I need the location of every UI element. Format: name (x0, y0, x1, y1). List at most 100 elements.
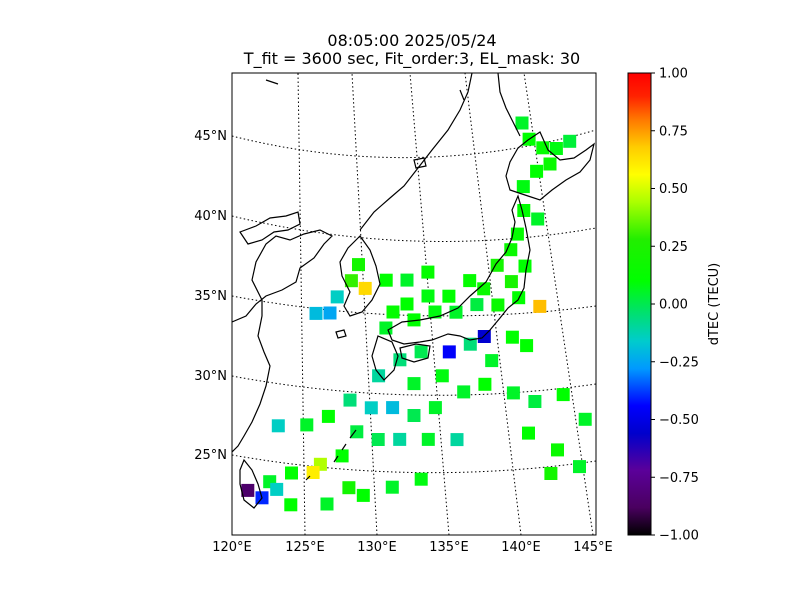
x-tick-130: 130°E (357, 540, 397, 555)
graticule-lat-40 (232, 215, 596, 242)
dtec-cell (358, 281, 372, 295)
dtec-cell (385, 480, 399, 494)
dtec-cell (379, 273, 393, 287)
y-tick-25: 25°N (194, 448, 227, 463)
x-tick-125: 125°E (285, 540, 325, 555)
dtec-cell (330, 290, 344, 304)
dtec-cell (428, 305, 442, 319)
dtec-cell (551, 443, 564, 457)
colorbar-tick-label: 0.00 (659, 298, 688, 313)
dtec-cell (543, 157, 557, 171)
map-frame (231, 72, 597, 536)
y-tick-40: 40°N (194, 209, 227, 224)
dtec-cell (372, 369, 386, 383)
colorbar-label: dTEC (TECU) (707, 263, 722, 346)
dtec-cell (520, 339, 534, 353)
dtec-cell (352, 258, 365, 272)
x-tick-145: 145°E (573, 540, 613, 555)
dtec-cell (371, 433, 385, 446)
colorbar-tick-label: −1.00 (659, 529, 699, 544)
dtec-cell (463, 337, 477, 351)
dtec-cells (241, 116, 592, 512)
graticule-lon-135 (409, 73, 450, 535)
coastline-liaodong (239, 211, 301, 245)
dtec-cell (400, 297, 414, 311)
dtec-cell (407, 377, 421, 391)
chart-subtitle: T_fit = 3600 sec, Fit_order:3, EL_mask: … (243, 49, 580, 69)
dtec-cell (528, 395, 542, 408)
coastlines (232, 73, 595, 509)
dtec-cell (504, 275, 518, 289)
dtec-cell (442, 289, 456, 303)
graticule-lat-30 (232, 375, 596, 396)
dtec-cell (414, 472, 428, 486)
dtec-cell (435, 369, 449, 383)
graticule-lon-125 (297, 73, 306, 535)
dtec-cell (285, 466, 298, 480)
dtec-cell (421, 265, 435, 279)
dtec-cell (393, 353, 407, 367)
graticule-lon-145 (523, 73, 594, 535)
colorbar: 1.00 0.75 0.50 0.25 0.00 −0.25 −0.50 −0.75 −1.00… (627, 67, 722, 544)
dtec-cell (306, 466, 320, 479)
dtec-cell (300, 418, 314, 432)
y-tick-30: 30°N (194, 369, 227, 384)
dtec-cell (504, 243, 518, 257)
dtec-cell (421, 289, 435, 303)
colorbar-tick-label: −0.75 (659, 471, 699, 486)
dtec-cell (556, 388, 570, 402)
coastline-kyushu (371, 335, 399, 381)
dtec-cell (321, 409, 335, 423)
dtec-cell (549, 142, 563, 155)
dtec-cell (478, 377, 492, 391)
dtec-cell (364, 401, 378, 415)
dtec-cell (386, 401, 400, 415)
dtec-cell (530, 164, 544, 178)
x-tick-120: 120°E (212, 540, 252, 555)
dtec-cell (271, 419, 285, 433)
coastline-korea (339, 235, 381, 317)
dtec-cell (356, 488, 370, 502)
colorbar-tick-label: 0.50 (659, 182, 688, 197)
coastline-honshu (387, 194, 531, 345)
coastline-kunashir (413, 157, 427, 169)
coastline-china (232, 229, 334, 453)
dtec-cell (421, 432, 435, 446)
colorbar-tick-label: −0.25 (659, 355, 699, 370)
dtec-cell (428, 401, 442, 415)
dtec-cell (470, 298, 484, 312)
dtec-cell (533, 299, 547, 313)
dtec-cell (517, 204, 531, 217)
coastline-russia (359, 73, 473, 231)
coastline-sakhalin (497, 73, 521, 137)
dtec-cell (386, 305, 400, 319)
dtec-cell (463, 274, 477, 288)
dtec-cell (457, 385, 471, 399)
colorbar-tick-label: 1.00 (659, 67, 688, 82)
dtec-cell (342, 481, 356, 495)
dtec-cell (563, 134, 577, 148)
dtec-cell (400, 273, 414, 287)
dtec-cell (516, 180, 530, 194)
dtec-cell (320, 497, 334, 511)
dtec-cell (491, 298, 505, 312)
dtec-cell (335, 449, 349, 463)
dtec-cell (344, 274, 358, 288)
y-tick-45: 45°N (194, 129, 227, 144)
colorbar-ticks: 1.00 0.75 0.50 0.25 0.00 −0.25 −0.50 −0.75 −1.00 (651, 67, 699, 544)
coastline-jeju (335, 329, 347, 339)
dtec-cell (522, 426, 535, 440)
dtec-cell (449, 305, 463, 319)
dtec-cell (515, 116, 529, 130)
dtec-cell (241, 483, 255, 497)
dtec-cell (531, 212, 545, 226)
x-tick-labels: 120°E 125°E 130°E 135°E 140°E 145°E (212, 540, 613, 555)
dtec-cell (578, 412, 592, 426)
graticule-lat-35 (232, 295, 596, 317)
chart-title: 08:05:00 2025/05/24 (327, 31, 496, 50)
dtec-cell (544, 467, 558, 480)
dtec-cell (573, 460, 586, 474)
dtec-cell (505, 330, 519, 344)
dtec-cell (506, 386, 520, 400)
